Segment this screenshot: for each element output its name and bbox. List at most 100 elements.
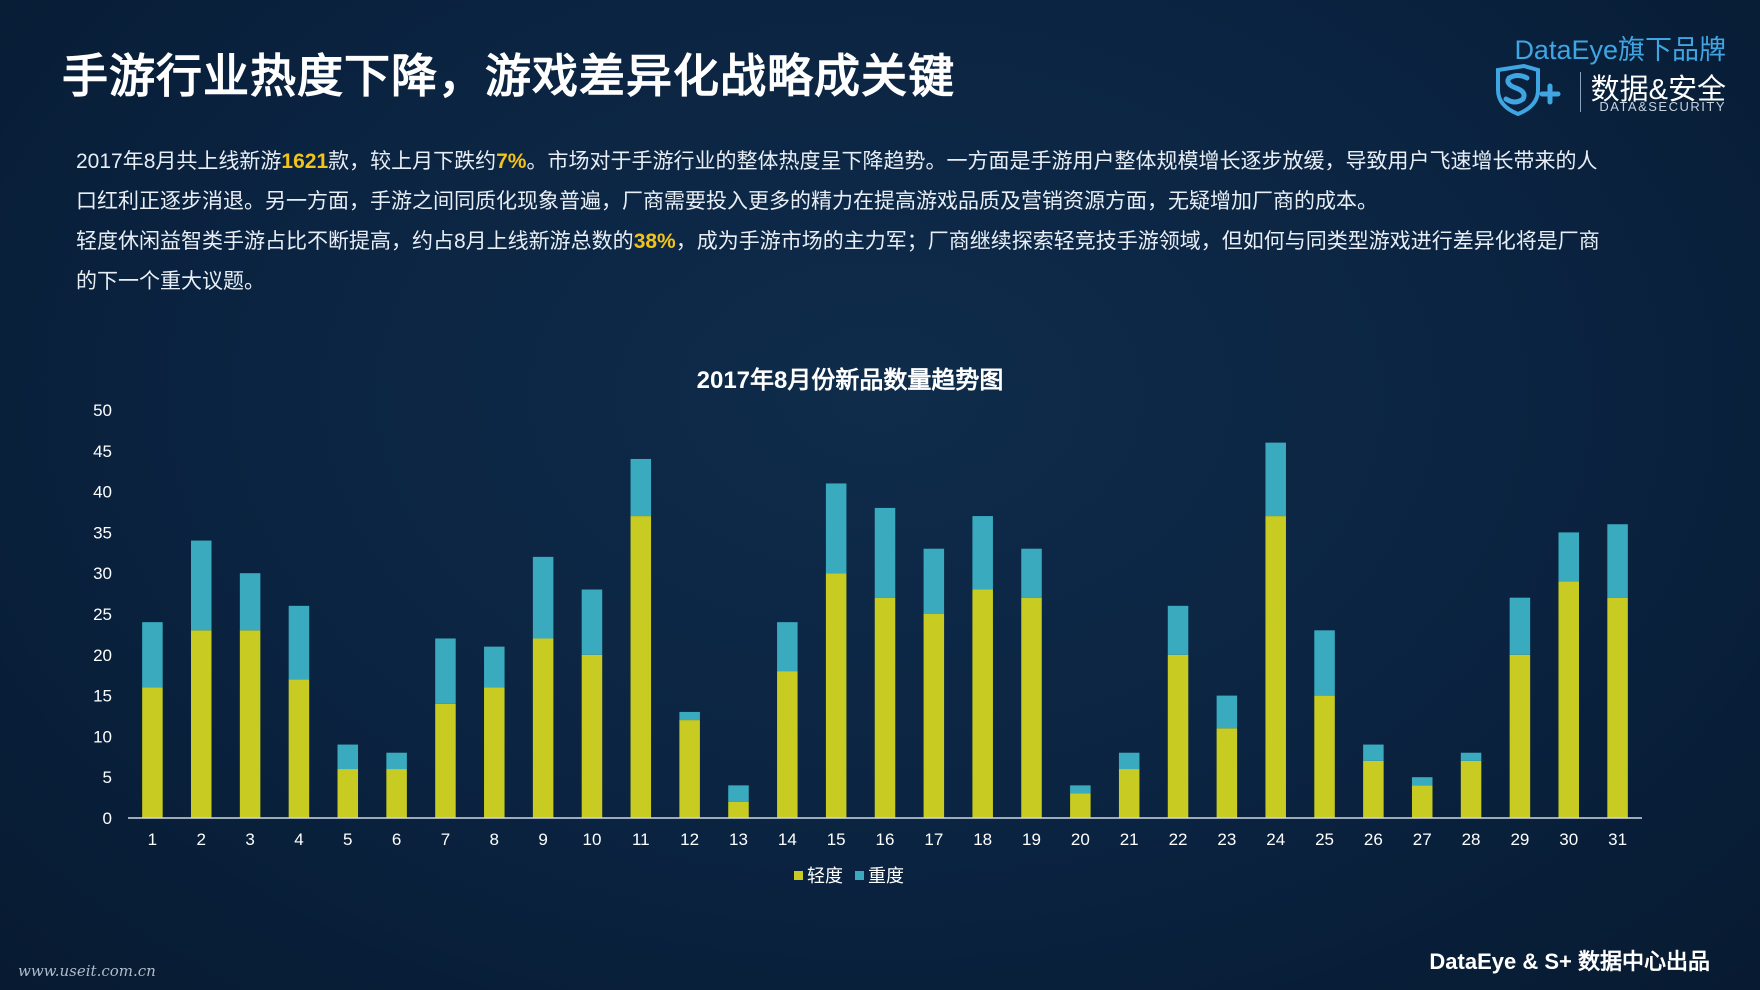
y-tick-label: 25 (93, 605, 112, 624)
x-tick-label: 15 (827, 830, 846, 849)
bar-light (288, 679, 310, 818)
x-tick-label: 24 (1266, 830, 1285, 849)
x-tick-label: 19 (1022, 830, 1041, 849)
logo-brand-text: DataEye旗下品牌 (1514, 35, 1726, 65)
x-tick-label: 7 (441, 830, 450, 849)
x-tick-label: 11 (632, 830, 650, 849)
bar-light (1607, 597, 1628, 818)
bar-light (1216, 728, 1238, 818)
bar-heavy (1558, 532, 1579, 582)
bar-heavy (1363, 744, 1384, 761)
x-tick-label: 6 (392, 830, 401, 849)
y-tick-label: 10 (93, 727, 112, 746)
bar-light (239, 630, 261, 818)
x-tick-label: 18 (973, 830, 992, 849)
x-tick-label: 8 (490, 830, 499, 849)
y-tick-label: 30 (93, 564, 112, 583)
y-tick-label: 50 (93, 401, 112, 420)
legend-item-light: 轻度 (794, 862, 843, 888)
x-tick-label: 20 (1071, 830, 1090, 849)
y-tick-label: 45 (93, 442, 112, 461)
bar-light (1314, 695, 1335, 818)
bar-heavy (484, 646, 505, 688)
x-tick-label: 25 (1315, 830, 1334, 849)
bar-heavy (1460, 752, 1482, 761)
bar-light (679, 720, 700, 818)
bar-light (1118, 769, 1140, 818)
bar-light (581, 654, 603, 818)
bar-light (923, 614, 945, 818)
bar-heavy (972, 516, 993, 590)
y-tick-label: 40 (93, 483, 112, 502)
y-tick-label: 0 (103, 809, 112, 828)
bar-heavy (435, 638, 456, 704)
bar-light (1411, 785, 1433, 818)
y-tick-label: 20 (93, 646, 112, 665)
x-tick-label: 12 (680, 830, 699, 849)
intro-text-segment: 2017年8月共上线新游 (76, 150, 282, 173)
bar-light (484, 687, 505, 818)
intro-text-segment: 款，较上月下跌约 (328, 150, 497, 173)
bar-heavy (1216, 695, 1238, 729)
x-tick-label: 16 (876, 830, 895, 849)
bar-light (777, 671, 798, 818)
bar-light (532, 638, 554, 818)
legend-label-heavy: 重度 (868, 866, 904, 886)
x-tick-label: 28 (1462, 830, 1481, 849)
intro-paragraph-1: 2017年8月共上线新游1621款，较上月下跌约7%。市场对于手游行业的整体热度… (76, 142, 1616, 222)
legend-swatch-light (794, 870, 803, 880)
x-tick-label: 21 (1120, 830, 1139, 849)
x-tick-label: 22 (1169, 830, 1188, 849)
y-tick-label: 5 (103, 768, 112, 787)
bar-heavy (142, 622, 163, 688)
bar-heavy (191, 540, 212, 631)
bar-light (630, 516, 652, 818)
x-tick-label: 10 (583, 830, 602, 849)
x-tick-label: 23 (1217, 830, 1236, 849)
bar-heavy (679, 711, 700, 721)
bar-heavy (1167, 605, 1189, 655)
bar-light (1265, 516, 1286, 818)
bar-heavy (825, 483, 847, 574)
intro-text-segment: ，成为手游市场的主力军；厂商继续探索轻竞技手游领域，但如何与同类型游戏进行差异化… (76, 230, 1600, 293)
casual-share-percent: 38% (633, 230, 676, 253)
bar-heavy (728, 785, 749, 802)
x-tick-label: 3 (245, 830, 254, 849)
logo-name: 数据&安全 (1590, 74, 1726, 106)
bar-heavy (1607, 524, 1628, 598)
chart-legend: 轻度 重度 (794, 862, 904, 888)
intro-text-segment: 轻度休闲益智类手游占比不断提高，约占8月上线新游总数的 (76, 230, 634, 253)
x-tick-label: 13 (729, 830, 748, 849)
bar-heavy (386, 752, 407, 770)
x-tick-label: 9 (538, 830, 547, 849)
bar-light (1363, 760, 1384, 818)
bar-heavy (239, 573, 261, 631)
bar-heavy (1118, 752, 1140, 770)
bar-heavy (1265, 442, 1286, 517)
new-game-count: 1621 (281, 150, 329, 173)
legend-label-light: 轻度 (807, 866, 843, 886)
bar-heavy (532, 556, 554, 639)
bar-light (825, 573, 847, 818)
footer-credit: DataEye & S+ 数据中心出品 (1429, 949, 1710, 974)
x-tick-label: 17 (924, 830, 943, 849)
bar-light (1021, 597, 1042, 818)
bar-heavy (777, 622, 798, 672)
x-tick-label: 5 (343, 830, 352, 849)
y-tick-label: 15 (93, 687, 112, 706)
x-tick-label: 31 (1608, 830, 1627, 849)
bar-light (728, 801, 749, 818)
bar-light (142, 687, 163, 818)
bar-light (1509, 654, 1531, 818)
bar-light (191, 630, 212, 818)
legend-item-heavy: 重度 (855, 862, 904, 888)
x-tick-label: 29 (1510, 830, 1529, 849)
bar-heavy (1070, 785, 1091, 794)
x-tick-label: 2 (197, 830, 206, 849)
x-tick-label: 27 (1413, 830, 1432, 849)
intro-text-segment: 。市场对于手游行业的整体热度呈下降趋势。一方面是手游用户整体规模增长逐步放缓，导… (76, 150, 1598, 213)
x-tick-label: 4 (294, 830, 303, 849)
watermark: www.useit.com.cn (18, 962, 156, 980)
x-tick-label: 30 (1559, 830, 1578, 849)
